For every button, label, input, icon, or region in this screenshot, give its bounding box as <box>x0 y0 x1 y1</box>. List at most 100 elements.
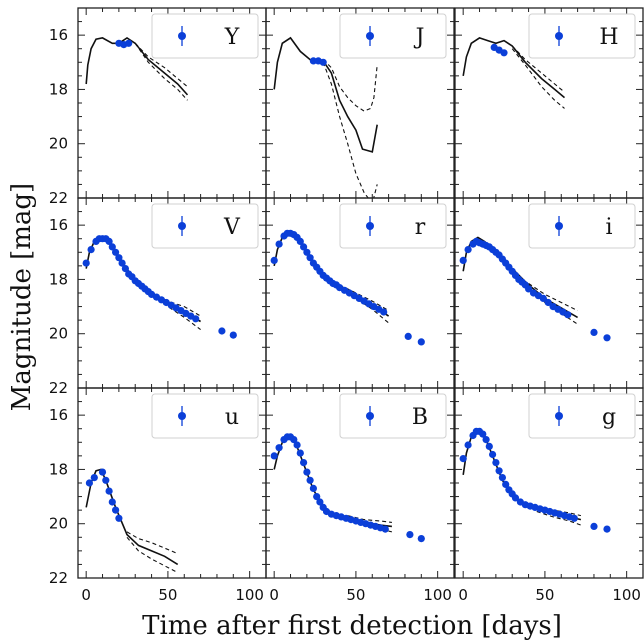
legend-label: Y <box>224 25 240 50</box>
y-tick-label: 18 <box>49 270 68 288</box>
data-point <box>115 514 123 522</box>
data-point <box>492 459 500 467</box>
legend: V <box>151 203 259 249</box>
data-point <box>108 498 116 506</box>
legend-box <box>528 203 636 249</box>
data-point <box>290 436 298 444</box>
data-point <box>102 476 110 484</box>
model-curve <box>85 468 179 566</box>
panel-h: H <box>454 7 644 199</box>
y-tick-label: 20 <box>49 135 68 153</box>
legend: Y <box>151 13 259 59</box>
legend: g <box>528 393 636 439</box>
legend-marker <box>178 32 186 40</box>
data-point <box>417 535 425 543</box>
data-point <box>115 254 123 262</box>
data-point <box>404 332 412 340</box>
data-point <box>87 246 95 254</box>
data-point <box>306 254 314 262</box>
x-tick-label: 50 <box>535 586 554 604</box>
data-point <box>270 256 278 264</box>
legend-marker <box>178 222 186 230</box>
data-point <box>459 256 467 264</box>
model-upper-bound <box>126 531 178 555</box>
x-tick-label: 100 <box>423 586 452 604</box>
data-point <box>90 474 98 482</box>
model-upper-bound <box>528 283 578 312</box>
legend-marker <box>555 222 563 230</box>
data-point <box>539 294 547 302</box>
data-point <box>590 328 598 336</box>
legend-label: J <box>414 25 425 50</box>
legend-marker <box>366 222 374 230</box>
data-point <box>309 484 317 492</box>
data-point <box>270 452 278 460</box>
data-point <box>590 522 598 531</box>
legend-label: u <box>225 405 239 430</box>
legend: u <box>151 393 259 439</box>
legend: H <box>528 13 636 59</box>
data-point <box>108 243 116 251</box>
panel-y: 16 18 20 22 Y <box>49 7 267 207</box>
data-point <box>303 248 311 256</box>
model-lower-bound <box>536 510 582 526</box>
data-point <box>406 531 414 539</box>
model-upper-bound <box>134 42 188 88</box>
data-point <box>118 259 126 267</box>
data-point <box>319 58 327 66</box>
model-curve <box>273 36 378 153</box>
x-tick-label: 100 <box>235 586 264 604</box>
legend-label: B <box>412 405 428 430</box>
data-point <box>121 265 129 273</box>
data-point <box>313 493 321 501</box>
data-point <box>495 467 503 475</box>
data-point <box>564 311 572 319</box>
x-tick-label: 50 <box>158 586 177 604</box>
data-point <box>525 285 533 293</box>
data-point <box>381 525 389 533</box>
legend-box <box>151 393 259 439</box>
data-point <box>112 248 120 256</box>
panel-g: 0 50 100 g <box>454 387 644 604</box>
data-point <box>105 237 113 245</box>
y-axis-label: Magnitude [mag] <box>7 183 37 411</box>
x-axis-label: Time after first detection [days] <box>142 611 562 641</box>
y-tick-label: 16 <box>49 406 68 424</box>
legend: B <box>339 393 447 439</box>
panel-b: 0 50 100 B <box>265 387 455 604</box>
y-tick-label: 16 <box>49 216 68 234</box>
data-point <box>112 506 120 514</box>
data-point <box>603 525 611 533</box>
x-tick-label: 0 <box>458 586 468 604</box>
model-upper-bound <box>322 59 378 112</box>
data-point <box>98 468 107 476</box>
data-point <box>485 442 493 450</box>
legend: i <box>528 203 636 249</box>
data-point <box>498 474 506 482</box>
data-point <box>500 49 508 57</box>
legend-label: i <box>605 215 612 240</box>
x-tick-label: 100 <box>612 586 641 604</box>
legend-label: V <box>223 215 241 240</box>
data-point <box>125 39 133 47</box>
legend-box <box>339 13 447 59</box>
model-lower-bound <box>322 62 378 198</box>
y-tick-label: 18 <box>49 80 68 98</box>
y-tick-label: 16 <box>49 26 68 44</box>
model-lower-bound <box>134 42 188 101</box>
data-point <box>417 338 425 346</box>
data-point <box>303 468 311 476</box>
data-point <box>218 327 226 335</box>
legend: r <box>339 203 447 249</box>
data-point <box>296 237 304 245</box>
legend-marker <box>366 412 374 420</box>
data-point <box>464 246 472 254</box>
data-point <box>502 480 510 488</box>
panel-grid: 16 18 20 22 Y J H 16 18 20 22 V r i 16 18 20 22 0 50 100 u 0 50… <box>49 7 644 604</box>
data-point <box>82 259 90 267</box>
panel-j: J <box>265 7 455 199</box>
legend-label: H <box>599 25 618 50</box>
y-tick-label: 22 <box>49 189 68 207</box>
legend-box <box>151 203 259 249</box>
data-point <box>511 494 520 502</box>
